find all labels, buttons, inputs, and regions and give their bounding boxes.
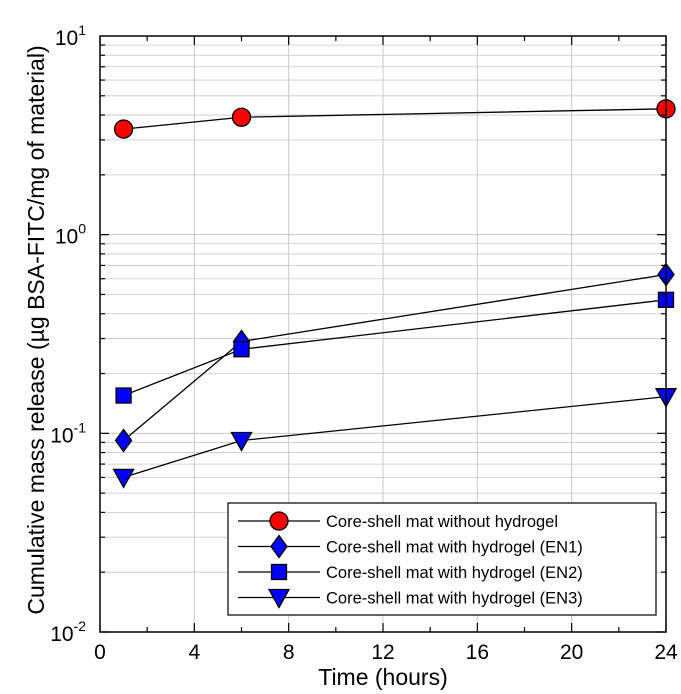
data-point-series-3 [116, 388, 131, 403]
y-tick-label: 101 [55, 22, 86, 50]
x-tick-label: 16 [466, 641, 489, 664]
legend-marker [270, 512, 288, 530]
x-tick-label: 4 [188, 641, 200, 664]
x-tick-label: 12 [371, 641, 394, 664]
y-tick-label: 10-2 [50, 618, 86, 646]
x-tick-label: 8 [283, 641, 295, 664]
series-line-4 [124, 397, 666, 478]
data-point-series-1 [233, 108, 251, 126]
legend-label: Core-shell mat with hydrogel (EN3) [326, 590, 583, 608]
data-point-series-3 [234, 342, 249, 357]
data-point-series-4 [232, 433, 252, 451]
legend-label: Core-shell mat with hydrogel (EN2) [326, 564, 583, 582]
series-line-2 [124, 275, 666, 441]
y-axis-title: Cumulative mass release (µg BSA-FITC/mg … [23, 45, 49, 614]
legend: Core-shell mat without hydrogel Core-shel… [228, 503, 656, 615]
legend-label: Core-shell mat without hydrogel [326, 513, 558, 531]
series-line-3 [124, 300, 666, 396]
x-tick-label: 0 [94, 641, 106, 664]
series-line-1 [124, 109, 666, 129]
data-point-series-1 [115, 120, 133, 138]
y-tick-label: 100 [55, 221, 86, 249]
data-point-series-2 [116, 430, 132, 452]
data-point-series-4 [114, 469, 134, 487]
x-tick-label: 24 [654, 641, 678, 664]
y-tick-label: 10-1 [50, 419, 86, 447]
series-lines [124, 109, 666, 478]
x-axis-title: Time (hours) [318, 664, 448, 690]
legend-marker [272, 565, 287, 580]
legend-label: Core-shell mat with hydrogel (EN1) [326, 539, 583, 557]
series-markers [114, 100, 676, 488]
x-tick-label: 20 [560, 641, 583, 664]
